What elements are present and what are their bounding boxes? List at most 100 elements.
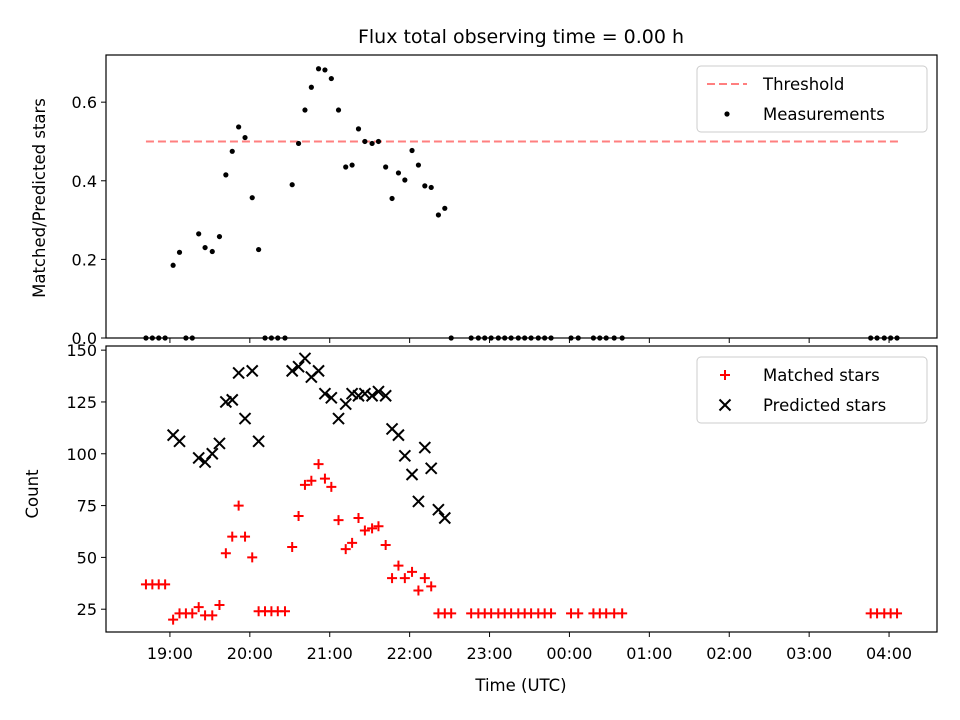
matched-star-marker: [353, 513, 364, 524]
measurement-point: [282, 335, 288, 341]
measurement-point: [619, 335, 625, 341]
matched-star-marker: [207, 610, 218, 621]
x-tick-label: 22:00: [387, 644, 433, 663]
matched-star-marker: [247, 552, 258, 563]
measurement-point: [322, 67, 328, 73]
measurement-point: [236, 124, 242, 130]
matched-star-marker: [160, 579, 171, 590]
matched-star-marker: [313, 459, 324, 470]
bottom-y-tick-label: 100: [66, 445, 97, 464]
matched-star-marker: [220, 548, 231, 559]
measurement-point: [343, 164, 349, 170]
predicted-star-marker: [432, 503, 445, 516]
matched-star-marker: [546, 608, 557, 619]
measurement-point: [242, 134, 248, 141]
predicted-star-marker: [173, 435, 186, 448]
measurement-point: [308, 84, 314, 90]
predicted-star-marker: [325, 391, 338, 405]
predicted-star-marker: [206, 447, 219, 460]
predicted-star-marker: [292, 360, 305, 373]
measurement-point: [868, 335, 874, 341]
legend-predicted-swatch: [718, 398, 732, 412]
top-plot-frame: [105, 54, 938, 339]
x-tick-label: 23:00: [466, 644, 512, 663]
matched-star-marker: [407, 566, 418, 577]
matched-star-marker: [617, 608, 628, 619]
measurement-point: [468, 335, 474, 341]
predicted-star-marker: [405, 468, 419, 481]
legend-entry-label: Measurements: [763, 105, 885, 124]
legend-entry-label: Predicted stars: [763, 396, 886, 415]
predicted-star-marker: [438, 511, 451, 525]
bottom-y-tick-label: 50: [77, 548, 97, 567]
predicted-star-marker: [232, 366, 245, 380]
matched-star-marker: [573, 608, 584, 619]
matched-star-marker: [399, 573, 410, 584]
measurement-point: [548, 335, 554, 341]
measurement-point: [515, 335, 521, 341]
matched-star-marker: [168, 614, 179, 625]
matched-star-marker: [380, 539, 391, 550]
bottom-y-tick-label: 150: [66, 341, 97, 360]
matched-star-marker: [293, 510, 304, 521]
measurement-point: [475, 335, 481, 341]
x-tick-label: 01:00: [626, 644, 672, 663]
measurement-point: [389, 195, 395, 202]
chart-title: Flux total observing time = 0.00 h: [358, 26, 684, 48]
measurement-point: [302, 107, 308, 113]
measurement-point: [295, 140, 302, 147]
top-y-tick-label: 0.2: [72, 250, 97, 269]
x-tick-label: 03:00: [786, 644, 832, 663]
top-y-tick-label: 0.6: [72, 93, 97, 112]
measurement-point: [435, 212, 441, 218]
matched-star-marker: [892, 608, 903, 619]
measurement-point: [482, 335, 488, 341]
measurement-point: [183, 335, 189, 341]
measurement-point: [229, 148, 235, 154]
measurement-point: [542, 335, 548, 341]
measurement-point: [335, 107, 342, 113]
measurement-point: [888, 335, 894, 341]
measurement-point: [349, 162, 355, 168]
measurement-point: [422, 183, 428, 189]
matched-star-marker: [419, 573, 430, 584]
measurement-point: [528, 335, 534, 341]
measurement-point: [603, 335, 609, 341]
bottom-y-tick-label: 125: [66, 393, 97, 412]
predicted-star-marker: [298, 352, 312, 365]
measurement-point: [256, 246, 262, 253]
bottom-y-tick-label: 25: [77, 600, 97, 619]
x-axis-label: Time (UTC): [474, 676, 566, 695]
measurement-point: [508, 335, 514, 341]
matched-star-marker: [287, 542, 298, 553]
measurement-point: [268, 335, 275, 341]
matched-star-marker: [426, 581, 437, 592]
predicted-star-marker: [226, 393, 239, 407]
measurement-point: [402, 177, 408, 183]
measurement-point: [315, 66, 322, 72]
measurement-point: [611, 335, 617, 341]
measurement-point: [223, 172, 229, 178]
matched-star-marker: [240, 531, 251, 542]
measurement-point: [415, 162, 422, 168]
measurement-point: [209, 248, 215, 255]
matched-star-marker: [393, 560, 404, 571]
measurement-point: [575, 335, 581, 341]
x-tick-label: 02:00: [706, 644, 752, 663]
predicted-star-marker: [365, 389, 379, 402]
measurement-point: [362, 138, 368, 145]
measurement-point: [355, 126, 362, 132]
measurement-point: [289, 182, 295, 188]
measurement-point: [189, 335, 195, 341]
measurement-point: [502, 335, 508, 341]
bottom-legend-box: [696, 356, 928, 424]
matched-star-marker: [446, 608, 457, 619]
measurement-point: [881, 335, 887, 341]
matched-star-marker: [227, 531, 238, 542]
measurement-point: [395, 170, 402, 176]
top-y-axis-label: Matched/Predicted stars: [30, 98, 49, 298]
bottom-y-tick-label: 75: [77, 497, 97, 516]
matched-star-marker: [326, 481, 337, 492]
bottom-y-axis-label: Count: [23, 469, 42, 519]
